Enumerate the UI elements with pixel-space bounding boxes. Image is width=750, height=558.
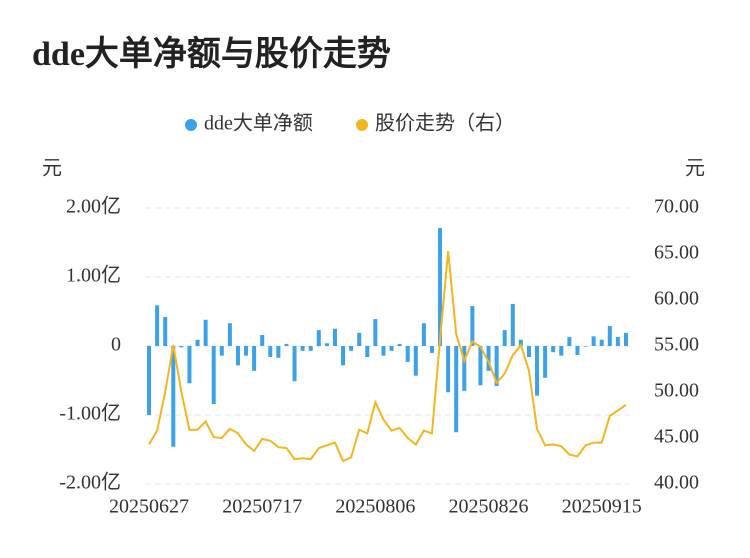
bar bbox=[365, 346, 370, 358]
bar bbox=[623, 332, 628, 346]
y2-tick-label: 60.00 bbox=[654, 288, 699, 310]
bar bbox=[179, 346, 184, 348]
y-tick-label: 1.00亿 bbox=[66, 264, 121, 287]
bar bbox=[429, 346, 434, 353]
bar bbox=[470, 305, 475, 346]
bar bbox=[276, 346, 281, 358]
x-tick-label: 20250717 bbox=[222, 496, 302, 518]
bar bbox=[502, 330, 507, 346]
bar bbox=[195, 339, 200, 346]
bar bbox=[373, 319, 378, 346]
bar bbox=[535, 346, 540, 396]
bar bbox=[405, 346, 410, 362]
y-tick-label: 2.00亿 bbox=[66, 195, 121, 218]
bar bbox=[316, 330, 321, 346]
bar bbox=[421, 323, 426, 346]
bar bbox=[599, 339, 604, 346]
x-tick-label: 20250915 bbox=[562, 496, 642, 518]
bar bbox=[203, 319, 208, 346]
bar bbox=[324, 343, 329, 346]
y2-tick-label: 65.00 bbox=[654, 242, 699, 264]
bar bbox=[332, 328, 337, 346]
chart-title: dde大单净额与股价走势 bbox=[32, 35, 391, 73]
bar bbox=[260, 334, 265, 346]
bar bbox=[147, 346, 152, 415]
bar bbox=[526, 346, 531, 358]
y-tick-label: 0 bbox=[111, 334, 121, 356]
bar bbox=[454, 346, 459, 433]
bar bbox=[567, 337, 572, 346]
price-line bbox=[148, 251, 627, 463]
y-axis-unit: 元 bbox=[42, 158, 62, 180]
bar bbox=[244, 346, 249, 356]
bar bbox=[268, 346, 273, 358]
legend-label: dde大单净额 bbox=[204, 112, 313, 135]
bar bbox=[510, 303, 515, 346]
bar bbox=[389, 346, 394, 351]
y2-tick-label: 55.00 bbox=[654, 334, 699, 356]
legend-label: 股价走势（右） bbox=[375, 112, 515, 135]
bar bbox=[413, 346, 418, 376]
y2-tick-label: 70.00 bbox=[654, 196, 699, 218]
x-tick-label: 20250806 bbox=[335, 496, 415, 518]
bar bbox=[607, 325, 612, 346]
bar bbox=[486, 346, 491, 371]
bar bbox=[543, 346, 548, 378]
bar bbox=[559, 346, 564, 356]
y-tick-label: -1.00亿 bbox=[59, 402, 121, 425]
legend-marker bbox=[185, 119, 197, 131]
y2-tick-label: 50.00 bbox=[654, 380, 699, 402]
bar bbox=[308, 346, 313, 351]
bar bbox=[381, 346, 386, 356]
bar bbox=[349, 346, 354, 351]
bar bbox=[292, 346, 297, 382]
x-tick-label: 20250826 bbox=[449, 496, 529, 518]
bar bbox=[211, 346, 216, 404]
bar bbox=[551, 346, 556, 353]
y2-tick-label: 40.00 bbox=[654, 472, 699, 494]
bar bbox=[163, 317, 168, 346]
bar bbox=[300, 346, 305, 351]
bar bbox=[155, 305, 160, 346]
bar bbox=[446, 346, 451, 393]
bar bbox=[518, 339, 523, 346]
bar bbox=[615, 337, 620, 346]
y-tick-label: -2.00亿 bbox=[59, 471, 121, 494]
bar bbox=[252, 346, 257, 371]
bar bbox=[235, 346, 240, 366]
bar bbox=[397, 343, 402, 346]
bar bbox=[462, 346, 467, 391]
bar bbox=[284, 343, 289, 346]
bar bbox=[583, 346, 588, 347]
bar bbox=[341, 346, 346, 366]
bar bbox=[575, 346, 580, 355]
bar bbox=[438, 228, 443, 346]
y2-tick-label: 45.00 bbox=[654, 426, 699, 448]
bar bbox=[478, 346, 483, 386]
bar bbox=[227, 323, 232, 346]
bar bbox=[171, 346, 176, 447]
bar bbox=[187, 346, 192, 384]
bar bbox=[494, 346, 499, 387]
bar bbox=[357, 332, 362, 346]
bar bbox=[591, 336, 596, 346]
bar bbox=[219, 346, 224, 356]
legend-marker bbox=[356, 119, 368, 131]
y2-axis-unit: 元 bbox=[685, 158, 705, 180]
x-tick-label: 20250627 bbox=[109, 496, 189, 518]
